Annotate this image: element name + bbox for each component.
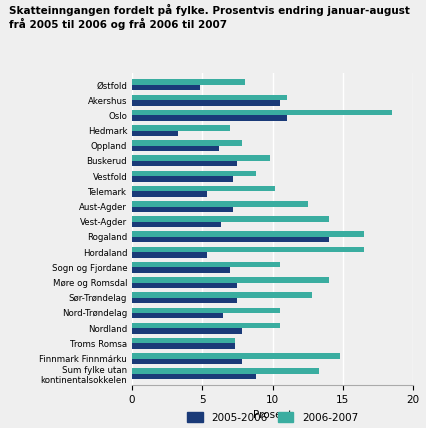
Bar (132, 110, 392, 115)
Bar (132, 328, 242, 334)
Bar (132, 353, 340, 359)
Bar (132, 338, 235, 343)
X-axis label: Prosent: Prosent (253, 410, 292, 420)
Bar (132, 262, 279, 268)
Bar (132, 298, 238, 303)
Bar (132, 252, 207, 258)
Bar (132, 313, 224, 318)
Bar (132, 307, 279, 313)
Bar (132, 131, 178, 136)
Bar (132, 191, 207, 197)
Bar (132, 237, 329, 242)
Bar (132, 359, 242, 364)
Bar (132, 277, 329, 282)
Bar (132, 201, 308, 207)
Bar (132, 95, 287, 100)
Bar (132, 85, 199, 90)
Bar (132, 247, 364, 252)
Legend: 2005-2006, 2006-2007: 2005-2006, 2006-2007 (183, 408, 362, 427)
Bar (132, 161, 238, 166)
Bar (132, 282, 238, 288)
Bar (132, 216, 329, 222)
Bar (132, 232, 364, 237)
Bar (132, 186, 276, 191)
Bar (132, 125, 230, 131)
Bar (132, 176, 233, 181)
Bar (132, 171, 256, 176)
Text: Skatteinngangen fordelt på fylke. Prosentvis endring januar-august
frå 2005 til : Skatteinngangen fordelt på fylke. Prosen… (9, 4, 409, 30)
Bar (132, 268, 230, 273)
Bar (132, 323, 279, 328)
Bar (132, 207, 233, 212)
Bar (132, 146, 219, 151)
Bar (132, 292, 312, 298)
Bar (132, 369, 319, 374)
Bar (132, 374, 256, 379)
Bar (132, 100, 279, 106)
Bar (132, 155, 270, 161)
Bar (132, 80, 245, 85)
Bar (132, 343, 235, 349)
Bar (132, 222, 221, 227)
Bar (132, 140, 242, 146)
Bar (132, 115, 287, 121)
